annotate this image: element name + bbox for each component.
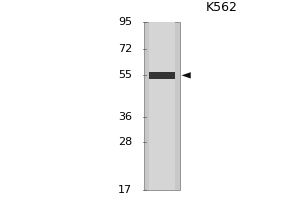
Text: 36: 36 [118,112,132,122]
Text: 28: 28 [118,137,132,147]
Text: 95: 95 [118,17,132,27]
Text: K562: K562 [206,1,238,14]
Polygon shape [182,72,191,79]
Text: 55: 55 [118,70,132,80]
Bar [149,72,175,79]
Bar [149,22,175,190]
Text: 72: 72 [118,44,132,54]
Text: 17: 17 [118,185,132,195]
Bar [144,22,180,190]
